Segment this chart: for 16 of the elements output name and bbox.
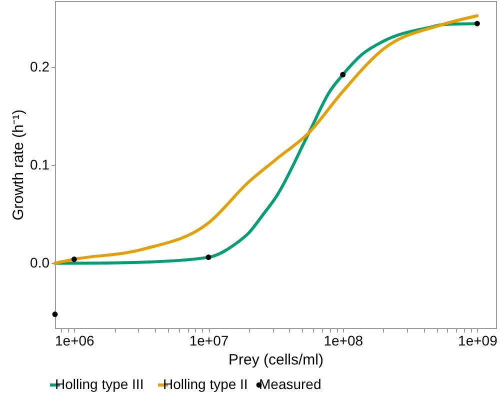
point <box>206 254 212 260</box>
point <box>71 256 77 262</box>
y-axis-title: Growth rate (h⁻¹) <box>10 110 28 220</box>
point <box>474 20 480 26</box>
legend-label: Holling type III <box>55 376 144 392</box>
x-tick-label: 1e+09 <box>458 332 498 348</box>
x-axis-title: Prey (cells/ml) <box>228 352 324 368</box>
x-tick-label: 1e+08 <box>324 332 364 348</box>
x-tick-label: 1e+06 <box>55 332 95 348</box>
x-tick-label: 1e+07 <box>189 332 229 348</box>
legend-label: Measured <box>259 376 322 392</box>
y-tick-label: 0.2 <box>30 58 50 74</box>
y-tick-label: 0.0 <box>30 254 50 271</box>
point <box>340 72 346 78</box>
y-tick-label: 0.1 <box>30 156 50 172</box>
legend-label: Holling type II <box>163 376 248 392</box>
